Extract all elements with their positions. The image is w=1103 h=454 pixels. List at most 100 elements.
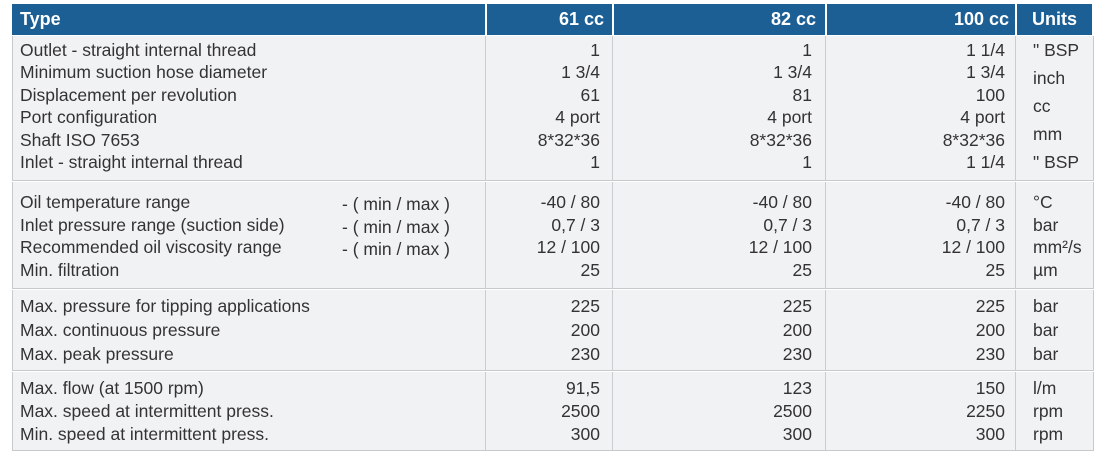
cell-value: 61 bbox=[580, 84, 600, 105]
column-divider bbox=[612, 36, 613, 180]
column-divider bbox=[825, 36, 826, 180]
unit: °C bbox=[1033, 192, 1053, 212]
cell-value: 1 1/4 bbox=[966, 40, 1005, 60]
cell-value: 2500 bbox=[561, 401, 600, 421]
cell-value: 300 bbox=[975, 424, 1005, 444]
cell-value: 0,7 / 3 bbox=[956, 214, 1005, 235]
cell-value: 230 bbox=[570, 344, 600, 364]
row-label: Max. continuous pressure bbox=[20, 320, 221, 340]
cell-value: 1 3/4 bbox=[966, 62, 1005, 83]
cell-value: 1 bbox=[802, 40, 812, 60]
cell-value: -40 / 80 bbox=[752, 192, 812, 212]
row-label: Inlet pressure range (suction side) bbox=[20, 214, 285, 235]
cell-value: 225 bbox=[782, 296, 812, 316]
column-divider bbox=[612, 372, 613, 450]
unit: bar bbox=[1033, 320, 1059, 340]
row-label: Port configuration bbox=[20, 107, 158, 128]
row-label: Inlet - straight internal thread bbox=[20, 152, 243, 172]
cell-value: 1 3/4 bbox=[561, 62, 600, 83]
unit: mm bbox=[1033, 124, 1063, 144]
cell-value: 1 bbox=[590, 40, 600, 60]
row-qualifier: - ( min / max ) bbox=[342, 194, 450, 214]
cell-value: 25 bbox=[985, 260, 1005, 281]
cell-value: 0,7 / 3 bbox=[551, 214, 600, 235]
unit: bar bbox=[1033, 296, 1059, 316]
unit: µm bbox=[1033, 260, 1058, 281]
cell-value: 200 bbox=[570, 320, 600, 340]
cell-value: 230 bbox=[975, 344, 1005, 364]
cell-value: 200 bbox=[782, 320, 812, 340]
cell-value: 300 bbox=[782, 424, 812, 444]
cell-value: 81 bbox=[792, 84, 812, 105]
row-label: Recommended oil viscosity range bbox=[20, 237, 282, 258]
cell-value: 225 bbox=[570, 296, 600, 316]
cell-value: 8*32*36 bbox=[537, 129, 600, 150]
unit: rpm bbox=[1033, 401, 1064, 421]
row-group bbox=[12, 182, 1094, 289]
unit: mm²/s bbox=[1033, 237, 1082, 258]
column-divider bbox=[485, 36, 486, 180]
column-divider bbox=[485, 290, 486, 370]
cell-value: 91,5 bbox=[565, 378, 600, 398]
column-divider bbox=[485, 182, 486, 288]
row-label: Max. pressure for tipping applications bbox=[20, 296, 310, 316]
cell-value: 123 bbox=[782, 378, 812, 398]
header-bar bbox=[12, 4, 1092, 35]
header-type: Type bbox=[20, 9, 61, 29]
cell-value: 100 bbox=[975, 84, 1005, 105]
cell-value: 12 / 100 bbox=[748, 237, 812, 258]
row-group bbox=[12, 372, 1094, 451]
header-divider bbox=[612, 4, 614, 35]
cell-value: 1 1/4 bbox=[966, 152, 1005, 172]
row-qualifier: - ( min / max ) bbox=[342, 216, 450, 237]
column-divider bbox=[1015, 182, 1016, 288]
cell-value: -40 / 80 bbox=[945, 192, 1005, 212]
cell-value: 2250 bbox=[966, 401, 1005, 421]
column-divider bbox=[612, 290, 613, 370]
cell-value: 12 / 100 bbox=[941, 237, 1005, 258]
cell-value: 8*32*36 bbox=[942, 129, 1005, 150]
header-divider bbox=[1015, 4, 1017, 35]
row-label: Oil temperature range bbox=[20, 192, 191, 212]
row-group bbox=[12, 290, 1094, 371]
column-divider bbox=[612, 182, 613, 288]
column-divider bbox=[485, 372, 486, 450]
cell-value: 4 port bbox=[960, 107, 1005, 128]
row-qualifier: - ( min / max ) bbox=[342, 239, 450, 260]
row-label: Min. filtration bbox=[20, 260, 120, 281]
unit: inch bbox=[1033, 68, 1066, 88]
cell-value: 300 bbox=[570, 424, 600, 444]
cell-value: 25 bbox=[580, 260, 600, 281]
row-label: Min. speed at intermittent press. bbox=[20, 424, 269, 444]
unit: rpm bbox=[1033, 424, 1064, 444]
cell-value: -40 / 80 bbox=[540, 192, 600, 212]
column-divider bbox=[825, 182, 826, 288]
row-label: Outlet - straight internal thread bbox=[20, 40, 257, 60]
row-label: Minimum suction hose diameter bbox=[20, 62, 268, 83]
header-model: 61 cc bbox=[558, 9, 604, 29]
row-label: Max. flow (at 1500 rpm) bbox=[20, 378, 204, 398]
row-label: Max. speed at intermittent press. bbox=[20, 401, 274, 421]
column-divider bbox=[1015, 36, 1016, 180]
column-divider bbox=[1015, 290, 1016, 370]
column-divider bbox=[825, 290, 826, 370]
unit: bar bbox=[1033, 214, 1059, 235]
cell-value: 8*32*36 bbox=[749, 129, 812, 150]
cell-value: 1 3/4 bbox=[773, 62, 812, 83]
unit: bar bbox=[1033, 344, 1059, 364]
unit: cc bbox=[1033, 96, 1051, 116]
row-label: Max. peak pressure bbox=[20, 344, 174, 364]
column-divider bbox=[1015, 372, 1016, 450]
row-label: Displacement per revolution bbox=[20, 84, 237, 105]
cell-value: 1 bbox=[590, 152, 600, 172]
header-divider bbox=[485, 4, 487, 35]
cell-value: 4 port bbox=[767, 107, 812, 128]
cell-value: 225 bbox=[975, 296, 1005, 316]
unit: " BSP bbox=[1033, 40, 1080, 60]
header-divider bbox=[825, 4, 827, 35]
cell-value: 200 bbox=[975, 320, 1005, 340]
cell-value: 12 / 100 bbox=[536, 237, 600, 258]
header-model: 100 cc bbox=[953, 9, 1009, 29]
cell-value: 2500 bbox=[773, 401, 812, 421]
